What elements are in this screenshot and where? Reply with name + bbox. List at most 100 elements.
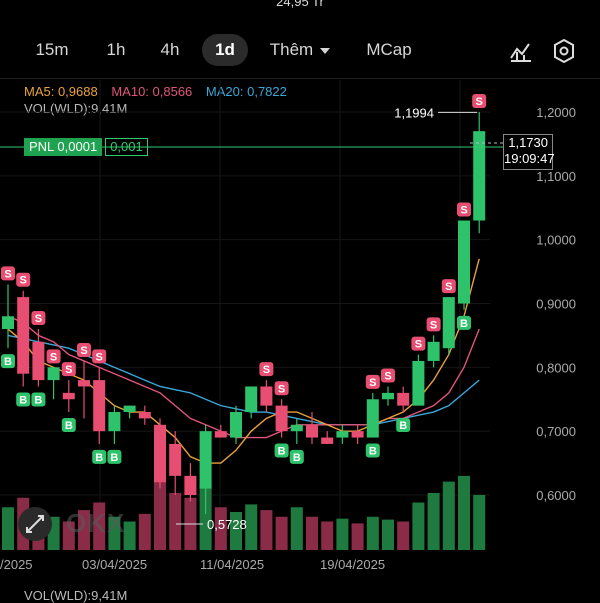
- buy-marker-label: B: [110, 452, 118, 464]
- candle-body: [214, 431, 227, 438]
- candle-body: [412, 360, 425, 406]
- buy-marker: [31, 392, 46, 407]
- candle-body: [138, 412, 151, 419]
- candle-body: [473, 131, 486, 221]
- sell-marker: [365, 374, 380, 389]
- volume-bar: [473, 494, 486, 550]
- volume-bar: [275, 516, 288, 550]
- sell-marker: [16, 272, 31, 287]
- current-price: 1,1730: [508, 135, 548, 150]
- top-price-readout: 24,95 Tr: [276, 0, 324, 9]
- buy-marker: [396, 418, 411, 433]
- candle-body: [2, 316, 14, 330]
- candle-body: [154, 424, 166, 483]
- candle-body: [366, 399, 379, 438]
- sell-marker: [1, 266, 15, 281]
- volume-bar: [351, 523, 364, 550]
- sell-marker: [46, 349, 61, 364]
- ma5-line: [7, 258, 480, 464]
- volume-label-bottom: VOL(WLD):9,41M: [24, 588, 128, 603]
- tab-4h[interactable]: 4h: [160, 40, 180, 59]
- tab-more-label: Thêm: [269, 40, 314, 59]
- expand-button[interactable]: [18, 507, 52, 541]
- buy-marker: [289, 449, 304, 464]
- candle-body: [47, 367, 60, 381]
- settings-hex-icon[interactable]: [551, 38, 577, 64]
- y-axis-tick-label: 0,8000: [536, 360, 576, 375]
- buy-marker-label: B: [369, 446, 377, 458]
- volume-bar: [93, 502, 106, 550]
- tab-1h[interactable]: 1h: [106, 40, 126, 59]
- low-annotation: 0,5728: [207, 517, 247, 532]
- candle-body: [123, 405, 136, 413]
- pnl-badge[interactable]: PNL 0,0001 0,001: [24, 138, 148, 156]
- x-axis-tick-label: 11/04/2025: [200, 557, 264, 572]
- current-time: 19:09:47: [504, 151, 555, 166]
- buy-marker: [274, 443, 289, 458]
- sell-marker: [411, 336, 426, 351]
- sell-marker-label: S: [65, 364, 72, 376]
- volume-bar: [169, 493, 182, 550]
- y-axis-tick-label: 0,9000: [536, 297, 576, 312]
- x-axis-tick-label: 19/04/2025: [320, 557, 385, 572]
- candle-body: [382, 392, 394, 400]
- sell-marker: [441, 279, 456, 294]
- volume-bar: [260, 510, 273, 550]
- chart-draw-icon[interactable]: [508, 38, 534, 64]
- candle-body: [93, 380, 106, 432]
- sell-marker-label: S: [20, 275, 27, 287]
- volume-bar: [108, 516, 121, 550]
- buy-marker-label: B: [278, 446, 286, 458]
- timeframe-tabs: 15m 1h 4h 1d Thêm MCap: [0, 34, 600, 70]
- candle-body: [351, 431, 364, 438]
- buy-marker: [61, 418, 76, 433]
- tab-15m[interactable]: 15m: [35, 40, 69, 59]
- volume-bar: [397, 521, 410, 550]
- x-axis-tick-label: 03/04/2025: [82, 557, 147, 572]
- candle-body: [306, 424, 318, 438]
- candle-body: [290, 424, 303, 432]
- sell-marker: [259, 362, 274, 377]
- candle-body: [245, 386, 258, 413]
- volume-bar: [245, 504, 258, 550]
- y-axis-tick-label: 0,6000: [536, 488, 576, 503]
- volume-bar: [336, 518, 349, 550]
- candle-body: [260, 386, 273, 406]
- volume-bar: [199, 483, 212, 550]
- volume-bar: [230, 512, 242, 550]
- volume-bar: [442, 481, 455, 550]
- sell-marker: [92, 349, 107, 364]
- buy-marker-label: B: [293, 452, 301, 464]
- candle-body: [397, 392, 410, 406]
- toolbar-divider: [0, 78, 600, 79]
- sell-marker-label: S: [369, 377, 376, 389]
- tab-1d[interactable]: 1d: [202, 34, 248, 66]
- tab-mcap[interactable]: MCap: [366, 40, 412, 59]
- sell-marker-label: S: [263, 364, 270, 376]
- okx-watermark-logo: OKX: [66, 508, 126, 538]
- sell-marker: [472, 94, 487, 108]
- buy-marker: [365, 443, 380, 458]
- pnl-label: PNL 0,0001: [24, 138, 103, 156]
- sell-marker-label: S: [80, 345, 87, 357]
- y-axis-tick-label: 1,2000: [536, 105, 576, 120]
- x-axis-tick-label: /2025: [0, 557, 33, 572]
- volume-bar: [427, 493, 440, 550]
- candle-body: [230, 412, 242, 438]
- sell-marker-label: S: [384, 370, 391, 382]
- ma10-label: MA10: 0,8566: [111, 84, 193, 99]
- ma20-label: MA20: 0,7822: [205, 84, 287, 99]
- sell-marker: [381, 368, 395, 383]
- candle-body: [442, 297, 455, 349]
- buy-marker-label: B: [65, 420, 73, 432]
- tab-more[interactable]: Thêm: [260, 34, 340, 66]
- candle-body: [458, 220, 470, 304]
- buy-marker: [16, 392, 31, 407]
- buy-marker: [457, 315, 471, 330]
- sell-marker-label: S: [35, 313, 42, 325]
- sell-marker: [274, 381, 289, 396]
- sell-marker-label: S: [96, 351, 103, 363]
- candle-body: [184, 475, 197, 495]
- y-axis-tick-label: 1,0000: [536, 233, 576, 248]
